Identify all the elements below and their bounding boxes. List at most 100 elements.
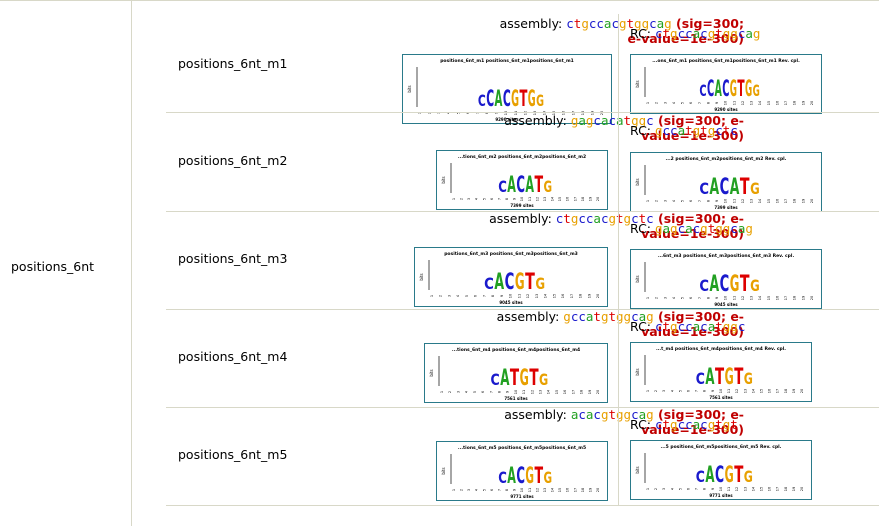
logo-x-tick: 20 (596, 488, 600, 492)
row-border (166, 505, 879, 506)
logo-x-tick: 18 (581, 488, 585, 492)
logo-x-tick: 9 (500, 295, 504, 297)
logo-letter: G (544, 177, 553, 196)
logo-letter: G (730, 77, 737, 102)
logo-x-tick: 13 (533, 111, 537, 115)
logo-x-tick: 8 (706, 297, 710, 299)
logo-x-tick: 16 (768, 487, 772, 491)
logo-letter: T (525, 270, 535, 295)
rc-label: RC: (630, 319, 655, 334)
logo-x-tick: 14 (758, 100, 762, 105)
logo-x-tick: 2 (460, 198, 464, 200)
logo-title: ...t_m4 positions_6nt_m4positions_6nt_m4… (656, 346, 786, 352)
motif-name: positions_6nt_m5 (178, 447, 288, 462)
logo-x-tick: 15 (555, 390, 559, 394)
logo-y-label: bits (407, 85, 412, 92)
logo-y-label: bits (419, 273, 424, 280)
row-column-divider (618, 113, 619, 211)
logo-x-tick: 12 (535, 488, 539, 492)
logo-x-tick: 6 (689, 297, 693, 299)
logo-x-tick: 16 (566, 197, 570, 201)
evalue-text: value=1e-300) (641, 422, 744, 437)
rc-line: RC: ctgccacgtgt (630, 417, 738, 432)
logo-title: positions_6nt_m1 positions_6nt_m1positio… (440, 58, 574, 64)
row-column-divider (618, 309, 619, 407)
logo-x-tick: 19 (801, 101, 805, 105)
logo-x-tick: 14 (544, 293, 548, 298)
logo-x-tick: 4 (465, 390, 469, 393)
logo-x-tick: 6 (490, 198, 494, 200)
row-column-divider (618, 211, 619, 309)
assembly-label: assembly: (504, 407, 571, 422)
logo-letter: G (744, 467, 753, 486)
logo-x-tick: 12 (530, 390, 534, 394)
logo-x-tick: 19 (792, 487, 796, 491)
logo-letter: T (740, 175, 750, 200)
logo-letter: A (705, 463, 714, 488)
logo-letter: G (730, 272, 740, 297)
logo-x-tick: 13 (539, 390, 543, 394)
assembly-line: assembly: ctgccacgtggcag (sig=300; e-valu… (294, 16, 744, 46)
logo-x-tick: 17 (784, 296, 788, 300)
logo-x-tick: 11 (732, 199, 736, 203)
logo-letter: T (737, 77, 744, 102)
logo-x-tick: 15 (552, 111, 556, 115)
logo-x-tick: 20 (810, 101, 814, 105)
assembly-line: assembly: ctgccacgtgctc (sig=300; e-valu… (294, 211, 744, 241)
logo-x-tick: 9 (506, 391, 510, 393)
logo-x-tick: 11 (732, 101, 736, 105)
logo-x-tick: 9 (513, 489, 517, 491)
logo-x-tick: 14 (547, 389, 551, 394)
logo-x-tick: 15 (759, 389, 763, 393)
logo-letter: A (715, 77, 722, 102)
logo-x-tick: 2 (655, 102, 659, 104)
rc-line: RC: gagcacgtggcag (630, 221, 753, 236)
logo-x-tick: 14 (551, 487, 555, 492)
logo-x-tick: 6 (687, 390, 691, 392)
logo-x-tick: 3 (456, 391, 460, 393)
logo-y-label: bits (635, 80, 640, 87)
logo-x-tick: 8 (485, 112, 489, 114)
logo-letter: G (744, 369, 753, 388)
assembly-label: assembly: (496, 309, 564, 324)
logo-x-tick: 12 (741, 199, 745, 203)
logo-x-tick: 18 (784, 389, 788, 393)
rc-label: RC: (630, 417, 655, 432)
table-top-border (0, 0, 879, 1)
logo-x-tick: 19 (588, 488, 592, 492)
logo-x-tick: 9 (715, 102, 719, 104)
logo-x-tick: 16 (562, 111, 566, 115)
logo-x-tick: 7 (475, 112, 479, 114)
logo-x-tick: 16 (561, 294, 565, 298)
logo-x-tick: 20 (810, 296, 814, 300)
logo-x-tick: 2 (428, 112, 432, 114)
logo-letter: G (535, 274, 545, 293)
sig-value: (sig=300; e- (658, 211, 744, 226)
logo-title: ...tions_6nt_m2 positions_6nt_m2position… (458, 154, 586, 160)
motif-name: positions_6nt_m3 (178, 251, 288, 266)
motif-row: positions_6nt_m2 assembly: gagcacatggc (s… (134, 113, 879, 212)
logo-letter: T (534, 464, 543, 489)
logo-x-tick: 4 (670, 487, 674, 490)
logo-x-tick: 16 (775, 199, 779, 203)
evalue-text: value=1e-300) (641, 226, 744, 241)
logo-x-tick: 9 (495, 112, 499, 114)
logo-letter: G (525, 464, 534, 489)
logo-x-tick: 7 (695, 390, 699, 392)
logo-x-tick: 3 (663, 297, 667, 299)
logo-x-tick: 19 (801, 296, 805, 300)
logo-sites-count: 9290 sites (714, 107, 738, 112)
logo-x-tick: 14 (751, 388, 755, 393)
rc-logo-frame: ...6nt_m3 positions_6nt_m3positions_6nt_… (630, 249, 822, 309)
logo-x-tick: 3 (662, 488, 666, 490)
logo-y-label: bits (635, 275, 640, 282)
logo-x-tick: 8 (497, 391, 501, 393)
rc-label: RC: (630, 221, 655, 236)
motif-sequence: gagcacgtggcag (654, 221, 753, 236)
evalue-text: value=1e-300) (641, 324, 744, 339)
forward-logo-frame: positions_6nt_m3 positions_6nt_m3positio… (414, 247, 608, 307)
logo-x-tick: 2 (448, 391, 452, 393)
logo-x-tick: 15 (558, 488, 562, 492)
row-column-divider (618, 407, 619, 505)
logo-x-tick: 2 (655, 200, 659, 202)
